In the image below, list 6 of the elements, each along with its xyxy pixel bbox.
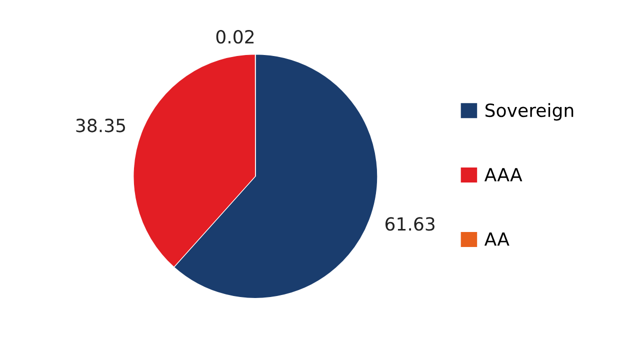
legend-label: Sovereign (486, 103, 574, 121)
data-label: 61.63 (385, 217, 434, 231)
legend-label: AA (484, 232, 510, 246)
data-label: 38.35 (76, 118, 126, 132)
legend-label: AAA (484, 168, 522, 182)
data-label: 0.02 (216, 30, 254, 44)
